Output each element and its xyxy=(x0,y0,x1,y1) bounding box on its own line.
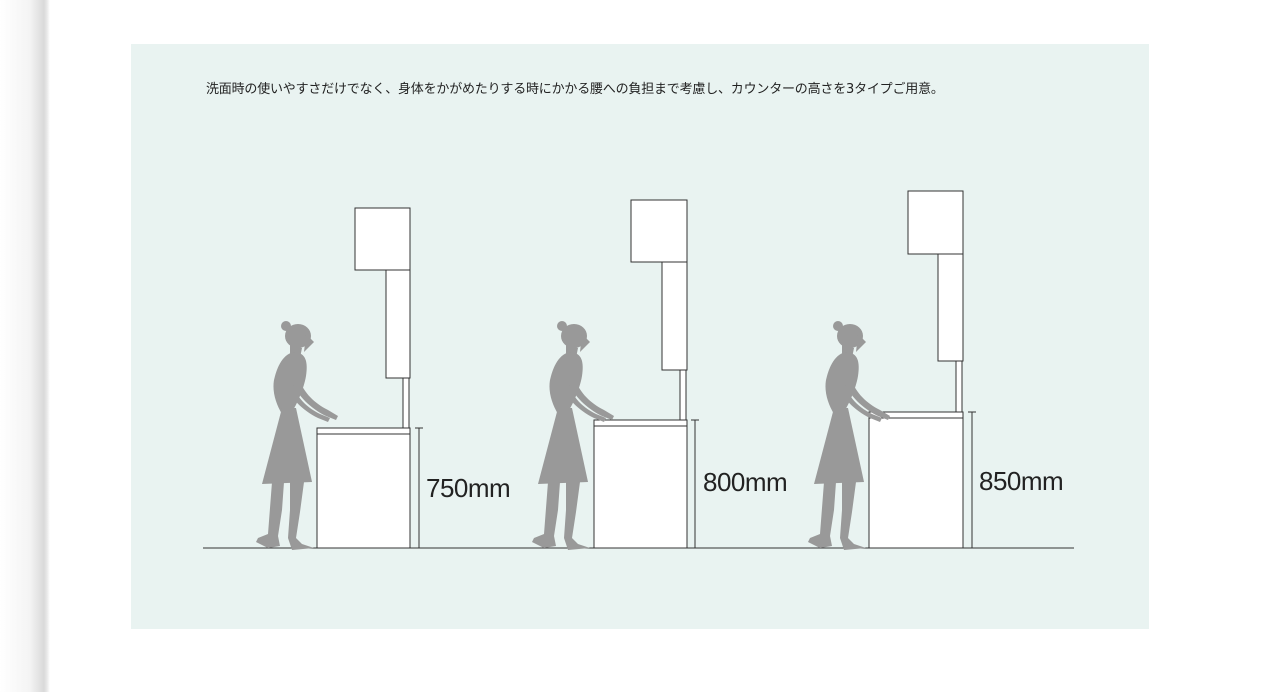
height-dimension-line xyxy=(691,419,699,549)
side-mirror xyxy=(661,261,688,371)
vanity-unit-750: 750mm xyxy=(256,207,511,550)
faucet-column xyxy=(679,369,687,421)
mirror-cabinet xyxy=(907,190,964,255)
vanity-cabinet xyxy=(593,419,688,549)
description-text: 洗面時の使いやすさだけでなく、身体をかがめたりする時にかかる腰への負担まで考慮し… xyxy=(206,82,944,97)
height-dimension-line xyxy=(968,411,976,549)
side-mirror xyxy=(385,269,411,379)
page-edge-shadow xyxy=(0,0,50,692)
vanity-unit-800: 800mm xyxy=(532,199,788,550)
vanity-cabinet xyxy=(316,427,411,549)
vanity-unit-850: 850mm xyxy=(808,190,1064,550)
height-dimension-line xyxy=(415,427,423,549)
height-label-750: 750mm xyxy=(426,473,510,503)
height-label-800: 800mm xyxy=(703,467,787,497)
faucet-column xyxy=(402,377,410,429)
height-label-850: 850mm xyxy=(979,466,1063,496)
side-mirror xyxy=(937,253,964,362)
mirror-cabinet xyxy=(354,207,411,271)
faucet-column xyxy=(955,360,963,413)
mirror-cabinet xyxy=(630,199,688,263)
vanity-cabinet xyxy=(868,411,964,549)
